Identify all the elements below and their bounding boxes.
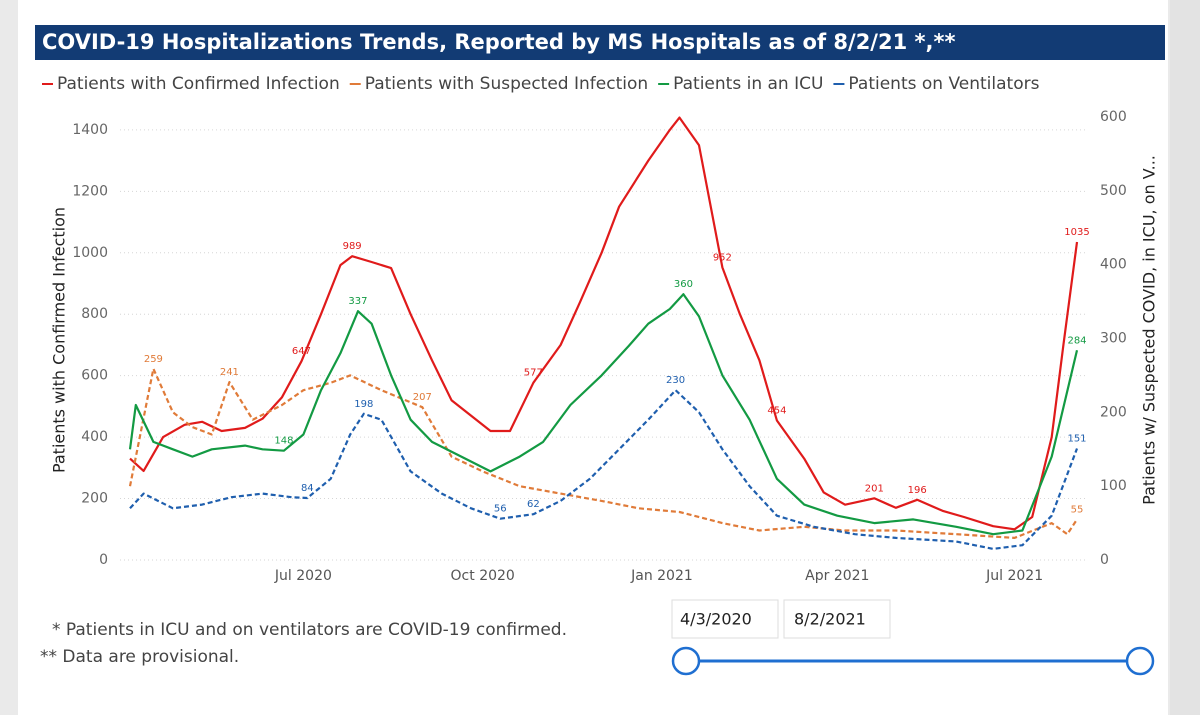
y2-tick-label: 100: [1100, 478, 1127, 494]
data-label: 198: [354, 399, 373, 410]
y-tick-label: 1200: [72, 183, 108, 199]
data-label: 148: [274, 436, 293, 447]
data-label: 577: [524, 368, 543, 379]
data-label: 952: [713, 253, 732, 264]
data-label: 84: [301, 483, 314, 494]
end-date-box[interactable]: [783, 599, 891, 639]
data-label: 337: [348, 296, 367, 307]
y-tick-label: 0: [99, 552, 108, 568]
series-line: [128, 293, 1079, 536]
start-date-box[interactable]: [671, 599, 779, 639]
y2-tick-label: 600: [1100, 109, 1127, 125]
data-label: 241: [220, 367, 239, 378]
y-tick-label: 1000: [72, 245, 108, 261]
x-tick-label: Apr 2021: [805, 568, 869, 584]
y-tick-label: 800: [81, 306, 108, 322]
y-tick-label: 600: [81, 368, 108, 384]
y-tick-label: 200: [81, 491, 108, 507]
data-label: 259: [144, 354, 163, 365]
y2-tick-label: 300: [1100, 331, 1127, 347]
y-tick-label: 1400: [72, 122, 108, 138]
data-label: 55: [1071, 504, 1084, 515]
end-date[interactable]: 8/2/2021: [794, 610, 866, 629]
footnote: * Patients in ICU and on ventilators are…: [52, 620, 567, 640]
y2-tick-label: 0: [1100, 552, 1109, 568]
series-line: [129, 389, 1079, 550]
title-bar: [35, 25, 1165, 60]
data-label: 1035: [1064, 227, 1089, 238]
legend-label: Patients with Confirmed Infection: [57, 74, 340, 94]
y2-tick-label: 400: [1100, 257, 1127, 273]
data-label: 201: [865, 483, 884, 494]
data-label: 151: [1067, 434, 1086, 445]
data-label: 360: [674, 279, 693, 290]
series-line: [128, 367, 1078, 539]
y-tick-label: 400: [81, 429, 108, 445]
start-date[interactable]: 4/3/2020: [680, 610, 752, 629]
chart-title: COVID-19 Hospitalizations Trends, Report…: [42, 30, 955, 54]
data-label: 230: [666, 375, 685, 386]
data-label: 207: [413, 392, 432, 403]
legend-label: Patients with Suspected Infection: [365, 74, 648, 94]
y2-tick-label: 500: [1100, 183, 1127, 199]
slider-handle[interactable]: [1125, 646, 1155, 676]
scrollbar[interactable]: [1170, 0, 1200, 715]
y2-axis-title: Patients w/ Suspected COVID, in ICU, on …: [1140, 155, 1159, 505]
data-label: 647: [292, 346, 311, 357]
x-tick-label: Jul 2021: [985, 568, 1043, 584]
card: [18, 0, 1168, 715]
x-tick-label: Oct 2020: [451, 568, 515, 584]
slider-handle[interactable]: [671, 646, 701, 676]
series-line: [129, 116, 1079, 531]
data-label: 989: [343, 241, 362, 252]
legend-label: Patients in an ICU: [673, 74, 823, 94]
y2-tick-label: 200: [1100, 404, 1127, 420]
data-label: 284: [1067, 335, 1086, 346]
legend: Patients with Confirmed Infection Patient…: [42, 74, 1040, 94]
footnote: ** Data are provisional.: [40, 647, 239, 667]
y-axis-title: Patients with Confirmed Infection: [50, 207, 69, 473]
x-tick-label: Jan 2021: [630, 568, 693, 584]
data-label: 56: [494, 504, 507, 515]
data-label: 454: [767, 406, 786, 417]
data-label: 196: [908, 485, 927, 496]
data-label: 62: [527, 499, 540, 510]
legend-label: Patients on Ventilators: [848, 74, 1039, 94]
x-tick-label: Jul 2020: [274, 568, 332, 584]
